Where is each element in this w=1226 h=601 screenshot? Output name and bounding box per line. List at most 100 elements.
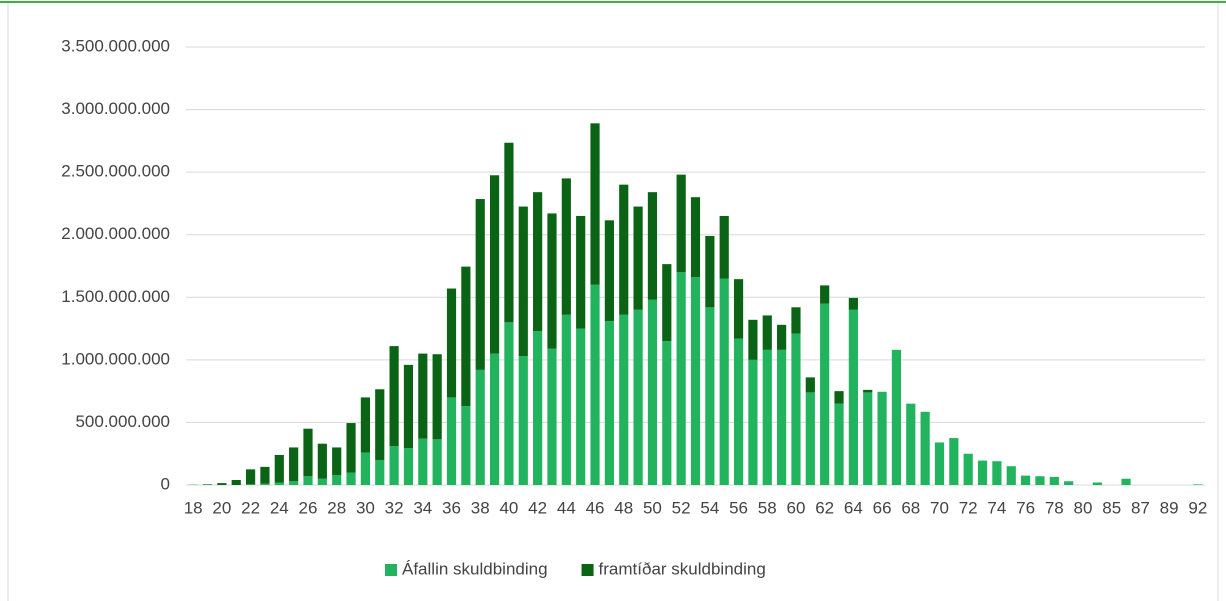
bar-segment	[633, 309, 643, 485]
bar-segment	[533, 331, 543, 485]
bar-segment	[705, 235, 715, 308]
bar-segment	[303, 476, 313, 485]
bar-segment	[777, 324, 787, 350]
bar-segment	[1193, 484, 1203, 485]
bar-segment	[590, 123, 600, 285]
bar-segment	[432, 354, 442, 440]
bar-segment	[676, 272, 686, 485]
bar-segment	[662, 341, 672, 485]
bar-segment	[260, 466, 270, 484]
bar-segment	[848, 297, 858, 310]
x-tick-label: 70	[930, 498, 949, 517]
bar-segment	[1006, 466, 1016, 485]
y-tick-label: 1.000.000.000	[61, 349, 170, 368]
bar-segment	[590, 284, 600, 485]
bar-segment	[245, 484, 256, 485]
y-tick-label: 2.500.000.000	[61, 162, 170, 181]
x-tick-label: 60	[787, 498, 806, 517]
x-tick-label: 64	[844, 498, 863, 517]
bar-segment	[518, 206, 528, 357]
bar-segment	[202, 484, 213, 485]
bar-segment	[604, 220, 614, 322]
bar-segment	[346, 472, 356, 485]
x-tick-label: 87	[1131, 498, 1150, 517]
bar-segment	[461, 406, 471, 485]
x-tick-label: 92	[1188, 498, 1207, 517]
bar-segment	[332, 447, 342, 475]
bar-segment	[834, 403, 844, 485]
bar-segment	[1121, 478, 1131, 485]
bar-segment	[1064, 481, 1074, 485]
x-tick-label: 32	[385, 498, 404, 517]
bar-segment	[332, 474, 342, 485]
bar-segment	[375, 389, 385, 460]
bar-segment	[346, 423, 356, 473]
x-tick-label: 26	[299, 498, 318, 517]
bar-segment	[403, 364, 414, 449]
x-tick-label: 28	[327, 498, 346, 517]
x-tick-label: 80	[1074, 498, 1093, 517]
x-tick-label: 72	[959, 498, 978, 517]
bar-segment	[690, 197, 701, 278]
bar-segment	[446, 288, 457, 398]
bar-segment	[791, 333, 801, 485]
bar-segment	[489, 353, 500, 485]
x-tick-label: 74	[987, 498, 1006, 517]
bar-segment	[834, 391, 844, 404]
x-tick-label: 36	[442, 498, 461, 517]
x-tick-label: 48	[614, 498, 633, 517]
bar-segment	[217, 483, 227, 485]
y-tick-label: 3.500.000.000	[61, 36, 170, 55]
bar-segment	[475, 199, 485, 370]
x-tick-label: 24	[270, 498, 289, 517]
bar-segment	[303, 428, 313, 477]
bar-segment	[389, 346, 399, 447]
bar-segment	[260, 483, 270, 485]
bar-segment	[504, 142, 514, 323]
bar-segment	[863, 389, 873, 393]
x-tick-label: 54	[700, 498, 719, 517]
bar-segment	[977, 460, 988, 485]
bar-segment	[705, 307, 715, 485]
bar-segment	[820, 303, 830, 485]
bar-segment	[877, 391, 887, 485]
bar-segment	[647, 299, 658, 485]
bar-segment	[245, 469, 256, 485]
y-tick-label: 1.500.000.000	[61, 287, 170, 306]
bar-segment	[863, 392, 873, 485]
bar-segment	[676, 174, 686, 273]
legend-swatch	[385, 564, 397, 576]
bar-segment	[748, 319, 758, 360]
x-tick-label: 22	[241, 498, 260, 517]
bar-segment	[274, 482, 284, 485]
bar-segment	[1049, 476, 1059, 485]
bar-segment	[805, 377, 815, 393]
bar-segment	[604, 321, 614, 485]
x-tick-label: 34	[413, 498, 432, 517]
x-tick-label: 42	[528, 498, 547, 517]
x-tick-label: 18	[184, 498, 203, 517]
bar-segment	[777, 349, 787, 485]
bar-segment	[963, 453, 973, 485]
bar-segment	[389, 446, 399, 485]
bar-segment	[518, 356, 528, 485]
x-tick-label: 30	[356, 498, 375, 517]
x-tick-label: 76	[1016, 498, 1035, 517]
bar-segment	[619, 184, 629, 315]
bar-segment	[461, 266, 471, 407]
bar-segment	[317, 478, 327, 485]
bar-segment	[992, 461, 1002, 485]
bar-segment	[791, 307, 801, 334]
bar-segment	[805, 392, 815, 485]
bar-segment	[733, 279, 744, 339]
x-tick-label: 62	[815, 498, 834, 517]
bar-segment	[418, 438, 428, 485]
bar-segment	[360, 452, 370, 485]
x-tick-label: 68	[901, 498, 920, 517]
x-tick-label: 85	[1102, 498, 1121, 517]
x-tick-label: 52	[672, 498, 691, 517]
y-tick-label: 500.000.000	[75, 412, 170, 431]
bar-segment	[533, 192, 543, 332]
